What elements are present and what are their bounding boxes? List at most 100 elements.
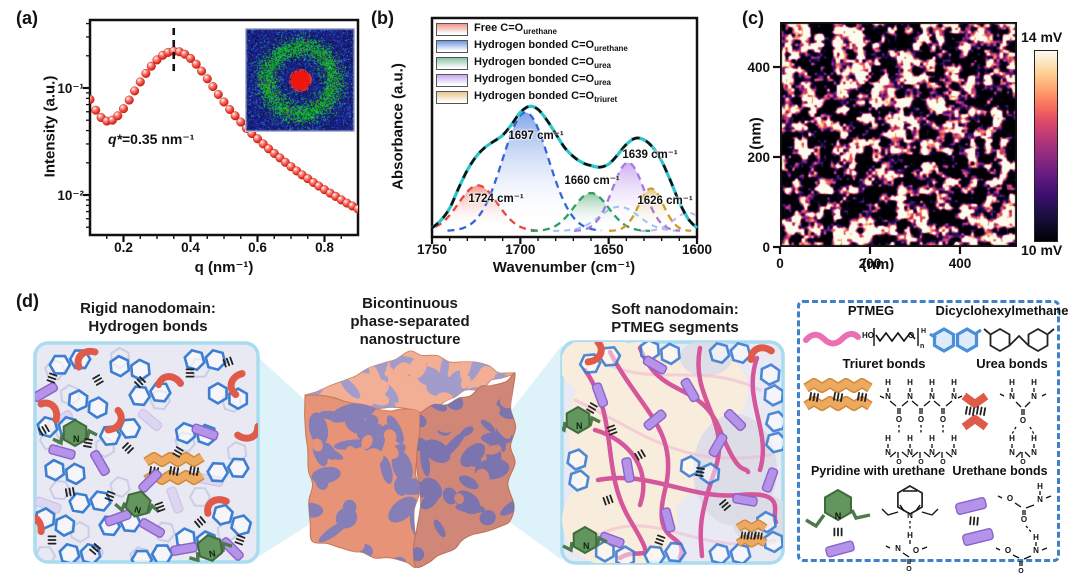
svg-text:H: H	[885, 434, 891, 443]
svg-text:0: 0	[776, 256, 784, 271]
svg-text:0.6: 0.6	[248, 240, 267, 255]
svg-text:0.8: 0.8	[315, 240, 334, 255]
svg-text:H: H	[1009, 378, 1015, 387]
colorbar-max-label: 14 mV	[1021, 29, 1062, 45]
svg-text:O: O	[1021, 515, 1027, 524]
figure: 0.20.40.60.810⁻¹10⁻²17501700165016000200…	[0, 0, 1080, 575]
ftir-legend-row: Free C=Ourethane	[436, 21, 628, 38]
legend-label-urea-bonds: Urea bonds	[962, 356, 1062, 371]
svg-text:N: N	[951, 392, 957, 401]
legend-swatch	[436, 23, 468, 36]
svg-text:N: N	[583, 541, 590, 551]
peak-label: 1639 cm⁻¹	[622, 147, 677, 161]
svg-text:0: 0	[762, 240, 770, 255]
ftir-components	[412, 112, 736, 231]
pyridine-structure: NHNOO	[882, 486, 938, 573]
svg-text:H: H	[921, 328, 926, 335]
svg-text:H: H	[929, 434, 935, 443]
svg-text:1750: 1750	[417, 242, 447, 257]
svg-text:N: N	[885, 392, 891, 401]
svg-text:0.4: 0.4	[181, 240, 200, 255]
legend-swatch	[436, 57, 468, 70]
legend-label-dicyclohexylmethane: Dicyclohexylmethane	[922, 303, 1080, 318]
qstar-annotation: q*=0.35 nm⁻¹	[108, 131, 194, 148]
ftir-legend-row: Hydrogen bonded C=Otriuret	[436, 89, 628, 106]
svg-text:N: N	[1031, 392, 1037, 401]
svg-text:N: N	[1037, 495, 1043, 504]
svg-text:N: N	[1031, 448, 1037, 457]
colorbar	[1034, 50, 1058, 242]
bicontinuous-cube	[287, 341, 531, 575]
rigid-title: Rigid nanodomain: Hydrogen bonds	[48, 300, 248, 336]
legend-label: Free C=Ourethane	[474, 22, 557, 36]
svg-text:H: H	[1009, 434, 1015, 443]
svg-text:H: H	[1037, 482, 1043, 491]
c-ylabel: (nm)	[748, 74, 765, 194]
peak-label: 1626 cm⁻¹	[637, 193, 692, 207]
b-ylabel: Absorbance (a.u.)	[390, 42, 407, 212]
saxs-2d-inset-image	[245, 28, 355, 132]
svg-text:0.2: 0.2	[114, 240, 133, 255]
svg-text:N: N	[885, 448, 891, 457]
legend-swatch	[436, 40, 468, 53]
legend-label-urethane-bonds: Urethane bonds	[942, 464, 1058, 478]
svg-text:O: O	[1020, 416, 1026, 425]
svg-text:N: N	[1009, 392, 1015, 401]
svg-text:1600: 1600	[682, 242, 712, 257]
legend-label: Hydrogen bonded C=Otriuret	[474, 90, 617, 104]
middle-title: Bicontinuous phase-separated nanostructu…	[320, 295, 500, 349]
urethane-bonds-icon	[955, 497, 994, 546]
urethane-structure: HONOHONO	[996, 482, 1051, 575]
triuret-structure: HNHNHNHNOOOHNHNHNHNOOO	[880, 378, 962, 466]
peak-label: 1697 cm⁻¹	[508, 128, 563, 142]
svg-text:O: O	[918, 415, 924, 424]
legend-label: Hydrogen bonded C=Ourea	[474, 73, 611, 87]
peak-label: 1724 cm⁻¹	[468, 191, 523, 205]
svg-text:H: H	[951, 378, 957, 387]
panel-b-letter: (b)	[371, 8, 394, 29]
svg-text:N: N	[929, 448, 935, 457]
svg-text:H: H	[907, 531, 913, 540]
triuret-icon	[806, 383, 870, 406]
afm-image	[780, 22, 1017, 247]
legend-swatch	[436, 91, 468, 104]
legend-label: Hydrogen bonded C=Ourea	[474, 56, 611, 70]
svg-text:H: H	[907, 434, 913, 443]
panel-d-letter: (d)	[16, 291, 39, 312]
svg-text:N: N	[1033, 546, 1039, 555]
qstar-var: q*	[108, 131, 122, 147]
c-xlabel: (nm)	[840, 256, 916, 273]
svg-text:H: H	[951, 434, 957, 443]
svg-text:400: 400	[949, 256, 972, 271]
ptmeg-structure: HOOnH	[862, 328, 926, 350]
svg-text:HO: HO	[862, 331, 874, 340]
svg-text:N: N	[929, 392, 935, 401]
svg-text:1700: 1700	[505, 242, 535, 257]
colorbar-min-label: 10 mV	[1021, 242, 1062, 258]
svg-text:O: O	[906, 566, 912, 573]
pyridine-urethane-icon: N	[806, 490, 870, 557]
svg-text:H: H	[1031, 434, 1037, 443]
legend-swatch	[436, 74, 468, 87]
qstar-value: =0.35 nm⁻¹	[122, 131, 194, 147]
legend-label-pyridine-urethane: Pyridine with urethane	[803, 464, 953, 478]
urea-structure: HHNNOHHNNO	[1000, 378, 1046, 466]
ftir-legend-row: Hydrogen bonded C=Ourea	[436, 72, 628, 89]
svg-text:1650: 1650	[594, 242, 624, 257]
svg-text:O: O	[913, 546, 919, 555]
soft-title: Soft nanodomain: PTMEG segments	[575, 301, 775, 337]
svg-text:10⁻¹: 10⁻¹	[57, 81, 84, 96]
svg-text:N: N	[576, 421, 583, 431]
svg-text:N: N	[907, 392, 913, 401]
svg-text:N: N	[895, 544, 901, 553]
svg-text:N: N	[1009, 448, 1015, 457]
ftir-legend: Free C=OurethaneHydrogen bonded C=Oureth…	[436, 21, 628, 106]
legend-label-ptmeg: PTMEG	[836, 303, 906, 318]
urea-bonds-icon	[964, 396, 986, 427]
svg-text:N: N	[835, 511, 842, 521]
svg-text:O: O	[908, 331, 914, 340]
svg-text:H: H	[1033, 533, 1039, 542]
svg-text:N: N	[73, 434, 80, 444]
svg-text:N: N	[907, 511, 913, 520]
svg-text:O: O	[1005, 546, 1011, 555]
